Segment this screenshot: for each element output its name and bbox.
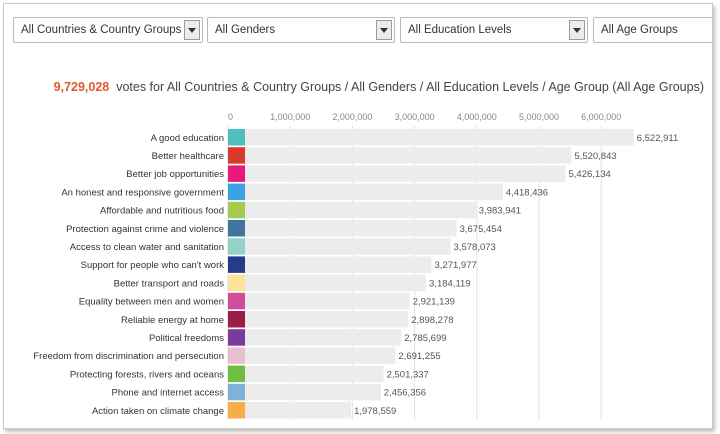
data-bar — [245, 220, 457, 237]
category-label: Better healthcare — [152, 151, 224, 162]
data-label: 3,271,977 — [435, 260, 477, 271]
data-label: 3,983,941 — [479, 206, 521, 217]
category-label: Phone and internet access — [112, 388, 225, 399]
filter-bar: All Countries & Country Groups All Gende… — [13, 17, 712, 43]
category-swatch — [228, 147, 245, 164]
data-label: 4,418,436 — [506, 187, 548, 198]
data-bar — [245, 201, 476, 219]
chevron-down-icon[interactable] — [569, 20, 585, 40]
country-filter-dropdown[interactable]: All Countries & Country Groups — [13, 17, 203, 43]
data-bar — [245, 347, 396, 364]
category-label: Better job opportunities — [126, 169, 224, 180]
category-swatch — [228, 129, 245, 146]
data-bar — [245, 402, 352, 419]
age-filter-dropdown[interactable]: All Age Groups — [593, 17, 712, 43]
age-filter-value: All Age Groups — [601, 24, 678, 36]
vote-count: 9,729,028 — [53, 80, 110, 94]
data-label: 2,501,337 — [387, 369, 429, 380]
category-swatch — [228, 238, 245, 255]
data-bar — [245, 292, 410, 310]
category-swatch — [228, 256, 245, 273]
data-bar — [245, 183, 503, 201]
category-label: Protecting forests, rivers and oceans — [70, 369, 224, 380]
category-swatch — [228, 201, 245, 219]
category-label: Equality between men and women — [79, 297, 224, 308]
category-label: A good education — [151, 133, 224, 144]
data-bar — [245, 147, 572, 164]
chevron-down-icon[interactable] — [376, 20, 392, 40]
data-bar — [245, 383, 381, 401]
data-bar — [245, 129, 634, 146]
data-label: 3,578,073 — [454, 242, 496, 253]
data-label: 1,978,559 — [354, 406, 396, 417]
data-label: 2,921,139 — [413, 297, 455, 308]
category-label: Political freedoms — [149, 333, 224, 344]
x-tick-label: 5,000,000 — [519, 112, 559, 122]
category-swatch — [228, 329, 245, 346]
category-swatch — [228, 183, 245, 201]
gender-filter-value: All Genders — [215, 24, 276, 36]
data-label: 6,522,911 — [637, 133, 679, 144]
category-label: Reliable energy at home — [121, 315, 224, 326]
x-tick-label: 0 — [228, 112, 233, 122]
data-bar — [245, 365, 384, 383]
bar-chart: 0 1,000,000 2,000,000 3,000,000 4,000,000 5,0… — [33, 112, 679, 420]
data-label: 2,456,356 — [384, 388, 426, 399]
category-swatch — [228, 292, 245, 310]
data-bar — [245, 256, 432, 273]
vote-summary: 9,729,028 votes for All Countries & Coun… — [54, 80, 704, 94]
education-filter-dropdown[interactable]: All Education Levels — [400, 17, 588, 43]
data-bar — [245, 274, 427, 292]
category-swatch — [228, 383, 245, 401]
education-filter-value: All Education Levels — [408, 24, 512, 36]
chart-panel: All Countries & Country Groups All Gende… — [3, 3, 713, 429]
category-label: Support for people who can't work — [81, 260, 225, 271]
country-filter-value: All Countries & Country Groups — [21, 24, 182, 36]
category-label: Better transport and roads — [114, 278, 225, 289]
category-label: Access to clean water and sanitation — [70, 242, 224, 253]
x-tick-label: 1,000,000 — [270, 112, 310, 122]
category-swatch — [228, 365, 245, 383]
data-label: 2,785,699 — [404, 333, 446, 344]
x-tick-label: 4,000,000 — [457, 112, 497, 122]
category-swatch — [228, 274, 245, 292]
category-swatch — [228, 220, 245, 237]
category-label: Affordable and nutritious food — [100, 206, 224, 217]
data-label: 5,520,843 — [574, 151, 616, 162]
category-swatch — [228, 347, 245, 364]
data-label: 3,184,119 — [429, 278, 471, 289]
data-label: 2,898,278 — [411, 315, 453, 326]
x-tick-label: 6,000,000 — [581, 112, 621, 122]
data-bar — [245, 238, 451, 255]
data-label: 5,426,134 — [569, 169, 611, 180]
x-tick-label: 2,000,000 — [332, 112, 372, 122]
chevron-down-icon[interactable] — [184, 20, 200, 40]
category-swatch — [228, 311, 245, 328]
category-label: Action taken on climate change — [92, 406, 224, 417]
category-label: Freedom from discrimination and persecut… — [33, 351, 224, 362]
vote-summary-text: votes for All Countries & Country Groups… — [116, 80, 704, 94]
category-swatch — [228, 165, 245, 182]
data-label: 2,691,255 — [398, 351, 440, 362]
category-label: Protection against crime and violence — [66, 224, 224, 235]
data-bar — [245, 311, 409, 328]
data-label: 3,675,454 — [460, 224, 502, 235]
gender-filter-dropdown[interactable]: All Genders — [207, 17, 395, 43]
data-bar — [245, 329, 402, 346]
x-tick-label: 3,000,000 — [395, 112, 435, 122]
category-label: An honest and responsive government — [61, 187, 224, 198]
data-bar — [245, 165, 566, 182]
category-swatch — [228, 402, 245, 419]
